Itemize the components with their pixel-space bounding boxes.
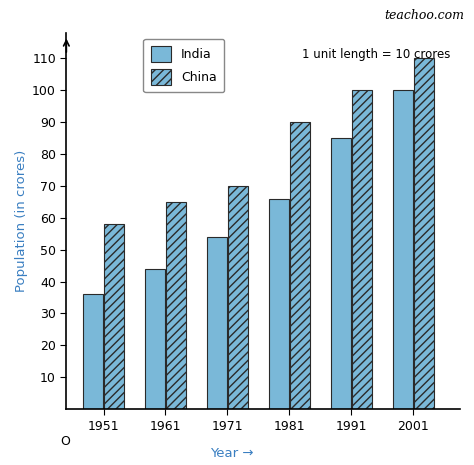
Y-axis label: Population (in crores): Population (in crores) [15,150,28,292]
Bar [207,237,227,409]
Text: teachoo.com: teachoo.com [384,9,465,22]
Bar [414,58,434,409]
Bar [104,224,124,409]
Bar [83,294,103,409]
Bar [166,202,186,409]
Bar [269,199,289,409]
Bar [331,138,351,409]
Bar [290,122,310,409]
Bar [228,186,248,409]
Legend: India, China: India, China [144,39,224,92]
Bar [393,90,413,409]
Bar [145,269,165,409]
Bar [352,90,372,409]
Text: 1 unit length = 10 crores: 1 unit length = 10 crores [302,47,451,60]
Text: Year →: Year → [210,447,253,460]
Text: O: O [60,435,70,448]
